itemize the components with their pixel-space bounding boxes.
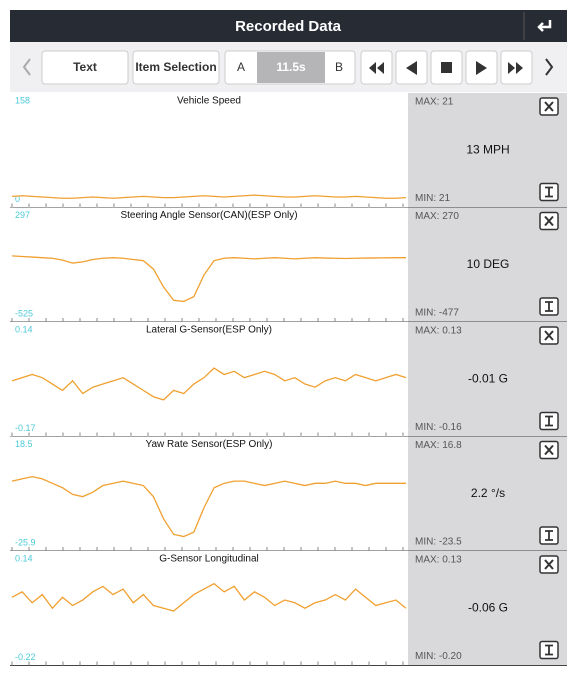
y-min-label: -0.17	[15, 423, 36, 433]
button-bg	[41, 50, 129, 85]
icon	[441, 62, 452, 73]
b-marker[interactable]: B	[335, 60, 343, 74]
forward-button[interactable]	[500, 50, 533, 85]
back-button[interactable]	[523, 12, 552, 40]
panel-bg	[10, 436, 408, 551]
button-bg	[132, 50, 220, 85]
min-label: MIN: -23.5	[415, 537, 462, 548]
panel-bg	[10, 551, 408, 666]
min-label: MIN: -477	[415, 308, 459, 319]
y-min-label: -525	[15, 308, 33, 318]
resize-icon	[545, 530, 553, 541]
y-max-label: 158	[15, 95, 30, 105]
current-value: 10 DEG	[467, 257, 510, 271]
stop-button[interactable]	[430, 50, 463, 85]
rewind-button[interactable]	[360, 50, 393, 85]
max-label: MAX: 0.13	[415, 555, 462, 566]
panel-bg	[10, 93, 408, 208]
trace	[11, 255, 406, 303]
max-label: MAX: 21	[415, 97, 454, 108]
trace	[11, 476, 406, 538]
button-bg	[360, 50, 393, 85]
header-title: Recorded Data	[235, 18, 342, 35]
item-selection-button[interactable]: Item Selection	[132, 50, 220, 85]
panel-title: Yaw Rate Sensor(ESP Only)	[146, 439, 273, 450]
panel-title: Lateral G-Sensor(ESP Only)	[146, 325, 272, 336]
y-min-label: 0	[15, 194, 20, 204]
max-label: MAX: 16.8	[415, 440, 462, 451]
header-bar	[10, 10, 567, 42]
current-value: -0.06 G	[468, 600, 508, 614]
max-label: MAX: 270	[415, 211, 459, 222]
close-icon	[544, 215, 554, 227]
current-value: 2.2 °/s	[471, 486, 505, 500]
panel-title: Vehicle Speed	[177, 96, 241, 107]
min-label: MIN: -0.20	[415, 651, 462, 662]
trace	[11, 367, 407, 401]
min-label: MIN: 21	[415, 193, 450, 204]
close-icon	[544, 444, 554, 456]
current-value: 13 MPH	[466, 142, 509, 156]
step-back-button[interactable]	[395, 50, 428, 85]
icon	[406, 61, 417, 75]
y-min-label: -0.22	[15, 652, 36, 662]
trace	[11, 194, 407, 199]
y-max-label: 18.5	[15, 439, 33, 449]
resize-icon	[545, 644, 553, 656]
close-icon	[544, 559, 554, 570]
play-button[interactable]	[465, 50, 498, 85]
button-label: Text	[73, 60, 97, 74]
icon	[369, 62, 384, 74]
trace	[11, 582, 407, 612]
resize-icon	[545, 186, 553, 198]
button-label: Item Selection	[135, 60, 216, 74]
resize-icon	[545, 301, 553, 312]
close-icon	[544, 330, 554, 341]
prev-arrow[interactable]	[22, 58, 31, 76]
y-max-label: 0.14	[15, 553, 33, 563]
panel-bg	[10, 207, 408, 322]
max-label: MAX: 0.13	[415, 326, 462, 337]
y-min-label: -25.9	[15, 537, 36, 547]
resize-icon	[545, 415, 553, 427]
text-button[interactable]: Text	[41, 50, 129, 85]
current-value: -0.01 G	[468, 371, 508, 385]
time-label: 11.5s	[276, 60, 306, 74]
time-box	[257, 52, 325, 83]
icon	[508, 62, 523, 74]
panel-title: G-Sensor Longitudinal	[159, 554, 259, 565]
y-max-label: 0.14	[15, 324, 33, 334]
a-marker[interactable]: A	[237, 60, 245, 74]
y-max-label: 297	[15, 210, 30, 220]
close-icon	[544, 101, 554, 112]
panel-title: Steering Angle Sensor(CAN)(ESP Only)	[120, 210, 297, 221]
icon	[476, 61, 487, 75]
next-arrow[interactable]	[545, 58, 554, 76]
back-icon	[537, 20, 552, 32]
min-label: MIN: -0.16	[415, 422, 462, 433]
